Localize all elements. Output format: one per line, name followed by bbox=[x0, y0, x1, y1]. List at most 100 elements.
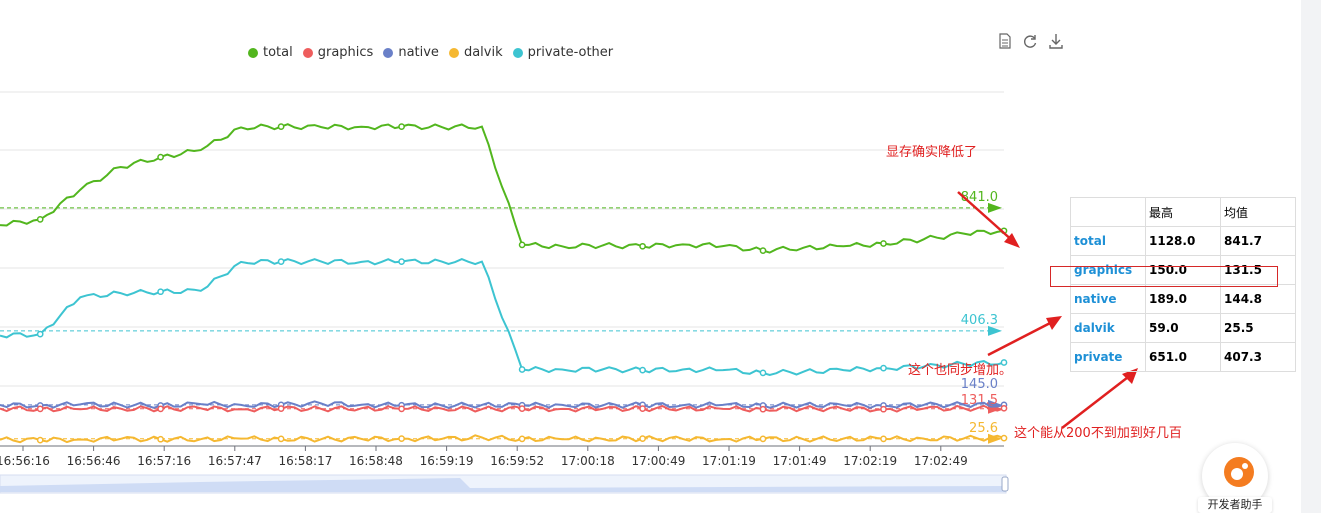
highlight-box bbox=[1050, 266, 1278, 287]
mark-line-label: 131.5 bbox=[961, 393, 998, 408]
series-line-dalvik bbox=[0, 434, 1005, 444]
stats-row-avg: 144.8 bbox=[1220, 284, 1296, 314]
stats-row: native 189.0 144.8 bbox=[1070, 284, 1296, 314]
x-tick-label: 16:56:46 bbox=[67, 454, 121, 468]
annotation-note: 这个也同步增加。 bbox=[908, 363, 1013, 378]
stats-row-max: 189.0 bbox=[1145, 284, 1221, 314]
stats-row-name: native bbox=[1070, 284, 1146, 314]
legend-marker bbox=[383, 47, 394, 58]
mark-line-arrow bbox=[988, 202, 1002, 213]
data-point-private-other[interactable] bbox=[518, 366, 526, 373]
legend-item-dalvik[interactable]: dalvik bbox=[448, 45, 503, 60]
legend-marker bbox=[248, 47, 258, 58]
legend-item-private-other[interactable]: private-other bbox=[512, 45, 613, 60]
data-point-private-other[interactable] bbox=[157, 288, 164, 296]
datazoom-preview bbox=[0, 478, 1006, 492]
legend-marker bbox=[302, 47, 313, 58]
x-tick-label: 17:02:49 bbox=[914, 454, 968, 468]
data-point-total[interactable] bbox=[639, 242, 646, 250]
data-point-graphics[interactable] bbox=[277, 405, 285, 412]
data-view-icon[interactable] bbox=[996, 32, 1014, 50]
stats-table: 最高 均值 total 1128.0 841.7 graphics 150.0 … bbox=[1070, 197, 1296, 372]
data-point-graphics[interactable] bbox=[518, 405, 526, 412]
data-point-total[interactable] bbox=[277, 123, 285, 130]
legend-item-total[interactable]: total bbox=[248, 45, 293, 60]
data-point-graphics[interactable] bbox=[880, 405, 887, 413]
x-tick-label: 16:57:16 bbox=[137, 454, 191, 468]
x-tick-label: 17:00:49 bbox=[631, 454, 685, 468]
data-point-dalvik[interactable] bbox=[36, 436, 44, 444]
stats-row-avg: 407.3 bbox=[1220, 342, 1296, 372]
x-tick-label: 16:58:48 bbox=[349, 454, 403, 468]
data-point-dalvik[interactable] bbox=[157, 435, 164, 443]
data-point-private-other[interactable] bbox=[277, 258, 285, 265]
data-point-graphics[interactable] bbox=[759, 405, 767, 413]
legend-marker bbox=[448, 47, 459, 58]
stats-row: private 651.0 407.3 bbox=[1070, 342, 1296, 372]
legend-label: total bbox=[263, 45, 293, 60]
data-point-total[interactable] bbox=[398, 123, 405, 130]
data-point-total[interactable] bbox=[518, 241, 526, 249]
chart-legend: total graphics native dalvik private-oth… bbox=[248, 45, 613, 60]
x-tick-label: 17:01:49 bbox=[773, 454, 827, 468]
data-point-private-other[interactable] bbox=[1000, 359, 1008, 366]
data-point-graphics[interactable] bbox=[398, 405, 405, 413]
annotation-note: 显存确实降低了 bbox=[886, 145, 978, 160]
data-point-private-other[interactable] bbox=[880, 364, 887, 372]
legend-label: graphics bbox=[317, 45, 374, 60]
data-point-total[interactable] bbox=[880, 240, 887, 247]
data-point-graphics[interactable] bbox=[157, 405, 164, 413]
datazoom-handle[interactable] bbox=[1001, 476, 1009, 492]
data-point-total[interactable] bbox=[157, 153, 164, 161]
data-point-dalvik[interactable] bbox=[639, 435, 646, 442]
data-point-dalvik[interactable] bbox=[277, 435, 285, 443]
series-line-native bbox=[0, 400, 1005, 409]
stats-row-max: 59.0 bbox=[1145, 313, 1221, 343]
data-point-private-other[interactable] bbox=[36, 330, 44, 338]
stats-row-max: 651.0 bbox=[1145, 342, 1221, 372]
data-point-dalvik[interactable] bbox=[518, 435, 526, 443]
x-tick-label: 16:59:19 bbox=[420, 454, 474, 468]
stats-row: total 1128.0 841.7 bbox=[1070, 226, 1296, 256]
x-tick-label: 16:59:52 bbox=[490, 454, 544, 468]
assistant-logo-icon bbox=[1224, 457, 1254, 487]
data-point-private-other[interactable] bbox=[759, 369, 767, 377]
download-icon[interactable] bbox=[1047, 32, 1065, 50]
x-tick-label: 16:56:16 bbox=[0, 454, 50, 468]
developer-assistant-widget[interactable]: 开发者助手 bbox=[1198, 443, 1272, 513]
legend-item-native[interactable]: native bbox=[383, 45, 439, 60]
data-point-total[interactable] bbox=[759, 247, 767, 254]
x-tick-label: 17:01:19 bbox=[702, 454, 756, 468]
data-point-total[interactable] bbox=[36, 216, 44, 223]
data-point-dalvik[interactable] bbox=[759, 435, 767, 443]
assistant-label: 开发者助手 bbox=[1198, 497, 1272, 513]
stats-row-avg: 25.5 bbox=[1220, 313, 1296, 343]
data-point-dalvik[interactable] bbox=[398, 435, 405, 442]
data-point-graphics[interactable] bbox=[36, 405, 44, 413]
annotation-note: 这个能从200不到加到好几百 bbox=[1014, 426, 1182, 441]
page-scrollbar[interactable] bbox=[1301, 0, 1321, 513]
stats-row-max: 150.0 bbox=[1145, 255, 1221, 285]
data-point-graphics[interactable] bbox=[639, 405, 646, 412]
data-point-dalvik[interactable] bbox=[1000, 434, 1008, 442]
data-point-dalvik[interactable] bbox=[880, 435, 887, 443]
x-tick-label: 17:00:18 bbox=[561, 454, 615, 468]
series-line-private-other bbox=[0, 258, 1005, 377]
annotation-arrows bbox=[957, 191, 1138, 429]
data-point-graphics[interactable] bbox=[1000, 404, 1008, 412]
data-point-private-other[interactable] bbox=[639, 366, 646, 374]
x-tick-label: 16:58:17 bbox=[278, 454, 332, 468]
stats-row-avg: 841.7 bbox=[1220, 226, 1296, 256]
data-point-private-other[interactable] bbox=[398, 258, 405, 265]
stats-row-max: 1128.0 bbox=[1145, 226, 1221, 256]
mark-line-label: 841.0 bbox=[961, 190, 998, 205]
legend-label: dalvik bbox=[463, 45, 503, 60]
series-line-total bbox=[0, 123, 1005, 254]
stats-header-avg: 均值 bbox=[1220, 197, 1296, 227]
refresh-icon[interactable] bbox=[1021, 32, 1039, 50]
legend-item-graphics[interactable]: graphics bbox=[302, 45, 374, 60]
stats-row-name: dalvik bbox=[1070, 313, 1146, 343]
x-tick-label: 17:02:19 bbox=[843, 454, 897, 468]
legend-label: native bbox=[398, 45, 439, 60]
